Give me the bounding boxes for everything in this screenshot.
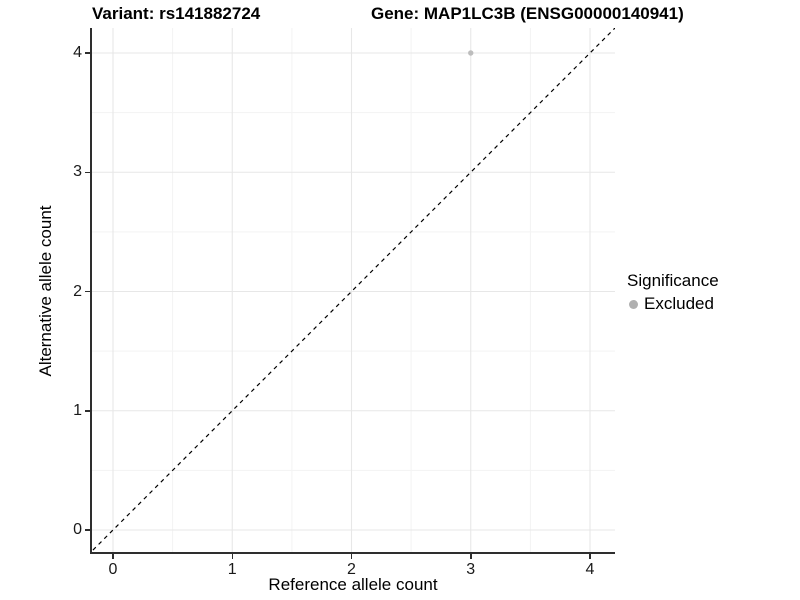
- y-tick-label: 3: [73, 163, 82, 181]
- x-tick-label: 3: [466, 561, 476, 578]
- y-axis-title: Alternative allele count: [36, 205, 55, 377]
- y-tick-label: 0: [73, 521, 82, 538]
- variant-title: Variant: rs141882724: [92, 4, 261, 23]
- gene-title: Gene: MAP1LC3B (ENSG00000140941): [371, 4, 684, 23]
- plot-canvas: [92, 28, 615, 552]
- x-tick-label: 1: [227, 561, 237, 578]
- y-axis-line: [90, 28, 92, 554]
- legend-item-excluded: Excluded: [629, 294, 719, 314]
- x-tick-label: 2: [347, 561, 356, 578]
- x-tick-mark: [350, 554, 353, 559]
- y-tick-mark: [85, 529, 90, 531]
- y-tick-label: 4: [73, 44, 82, 61]
- legend-item-label: Excluded: [644, 294, 714, 313]
- y-tick-label: 1: [73, 401, 82, 419]
- y-tick-mark: [85, 171, 90, 173]
- x-tick-mark: [231, 554, 233, 559]
- legend-title: Significance: [627, 271, 719, 290]
- excluded-point-icon: [629, 299, 638, 309]
- x-axis-title: Reference allele count: [268, 575, 438, 594]
- y-tick-mark: [85, 52, 90, 54]
- x-tick-mark: [589, 554, 591, 559]
- x-axis-line: [90, 552, 615, 554]
- y-tick-mark: [85, 410, 90, 412]
- plot-panel: [92, 28, 615, 552]
- y-tick-label: 2: [73, 282, 82, 300]
- legend: Significance Excluded: [627, 271, 719, 314]
- x-tick-label: 0: [108, 561, 118, 578]
- x-tick-mark: [470, 554, 472, 559]
- x-tick-mark: [112, 554, 114, 559]
- x-tick-label: 4: [585, 561, 595, 578]
- y-tick-mark: [85, 290, 90, 293]
